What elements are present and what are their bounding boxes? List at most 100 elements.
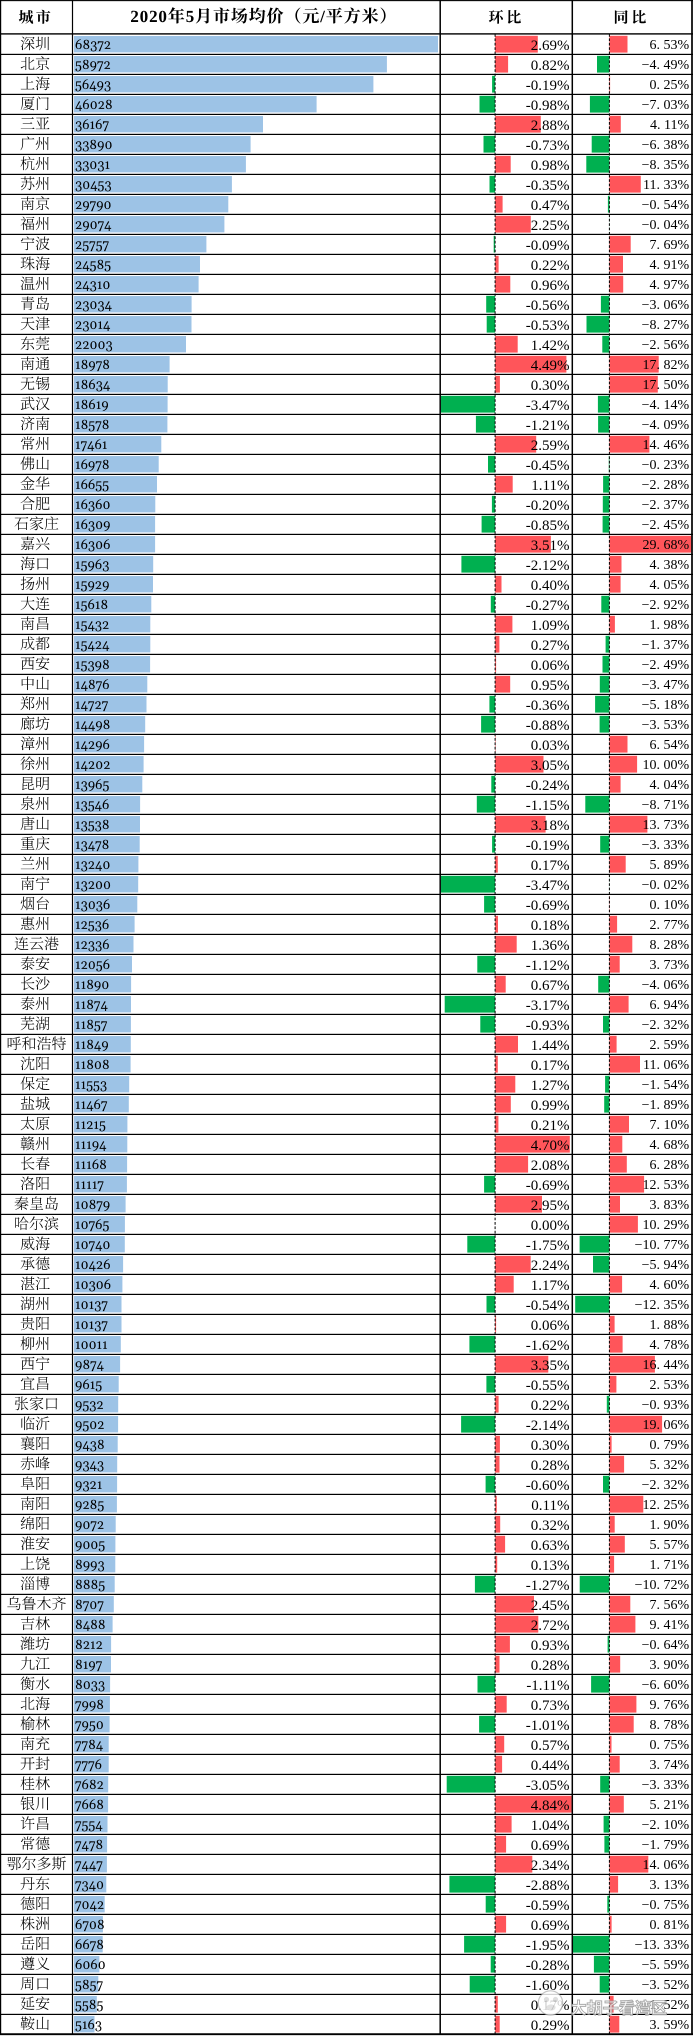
svg-text:0.82%: 0.82% — [531, 58, 570, 74]
svg-text:1.27%: 1.27% — [531, 1078, 570, 1094]
svg-text:-1.62%: -1.62% — [526, 1338, 570, 1354]
svg-text:-0.85%: -0.85% — [526, 518, 570, 534]
svg-text:0.44%: 0.44% — [531, 1758, 570, 1774]
svg-text:−4. 06%: −4. 06% — [642, 978, 690, 993]
svg-text:-1.21%: -1.21% — [526, 418, 570, 434]
svg-text:4. 05%: 4. 05% — [650, 578, 690, 593]
svg-text:5. 57%: 5. 57% — [650, 1538, 690, 1553]
svg-text:0.06%: 0.06% — [531, 658, 570, 674]
svg-text:3. 59%: 3. 59% — [650, 2018, 690, 2033]
svg-text:0.96%: 0.96% — [531, 278, 570, 294]
svg-text:2.34%: 2.34% — [531, 1858, 570, 1874]
svg-text:3.51%: 3.51% — [531, 538, 570, 554]
svg-text:−3. 33%: −3. 33% — [642, 838, 690, 853]
svg-text:-0.88%: -0.88% — [526, 718, 570, 734]
svg-text:1.44%: 1.44% — [531, 1038, 570, 1054]
svg-text:2.08%: 2.08% — [531, 1158, 570, 1174]
svg-text:19. 06%: 19. 06% — [643, 1418, 690, 1433]
svg-text:1.09%: 1.09% — [531, 618, 570, 634]
svg-text:−2. 28%: −2. 28% — [642, 478, 690, 493]
svg-text:0.17%: 0.17% — [531, 1058, 570, 1074]
svg-text:−2. 45%: −2. 45% — [642, 518, 690, 533]
svg-text:-1.95%: -1.95% — [526, 1938, 570, 1954]
svg-text:-0.19%: -0.19% — [526, 838, 570, 854]
svg-text:12. 53%: 12. 53% — [643, 1178, 690, 1193]
svg-text:0.27%: 0.27% — [531, 638, 570, 654]
svg-text:4. 11%: 4. 11% — [650, 118, 689, 133]
svg-text:−5. 94%: −5. 94% — [642, 1258, 690, 1273]
svg-text:8. 28%: 8. 28% — [650, 938, 690, 953]
svg-text:0.17%: 0.17% — [531, 858, 570, 874]
svg-text:14. 06%: 14. 06% — [643, 1858, 690, 1873]
svg-text:−0. 23%: −0. 23% — [642, 458, 690, 473]
svg-text:-0.93%: -0.93% — [526, 1018, 570, 1034]
svg-text:3.35%: 3.35% — [531, 1358, 570, 1374]
svg-text:2. 53%: 2. 53% — [650, 1378, 690, 1393]
svg-text:0.30%: 0.30% — [531, 378, 570, 394]
svg-text:0.99%: 0.99% — [531, 1098, 570, 1114]
svg-text:2.24%: 2.24% — [531, 1258, 570, 1274]
svg-text:-0.69%: -0.69% — [526, 898, 570, 914]
svg-text:−3. 47%: −3. 47% — [642, 678, 690, 693]
svg-text:5. 32%: 5. 32% — [650, 1458, 690, 1473]
svg-text:4. 60%: 4. 60% — [650, 1278, 690, 1293]
svg-text:-0.09%: -0.09% — [526, 238, 570, 254]
svg-text:-2.88%: -2.88% — [526, 1878, 570, 1894]
svg-text:−0. 75%: −0. 75% — [642, 1898, 690, 1913]
svg-text:0. 25%: 0. 25% — [650, 78, 690, 93]
svg-text:1. 98%: 1. 98% — [650, 618, 690, 633]
svg-text:1.11%: 1.11% — [531, 478, 569, 494]
svg-text:3. 13%: 3. 13% — [650, 1878, 690, 1893]
svg-text:9. 76%: 9. 76% — [650, 1698, 690, 1713]
svg-text:-2.14%: -2.14% — [526, 1418, 570, 1434]
svg-text:6. 94%: 6. 94% — [650, 998, 690, 1013]
svg-text:3.18%: 3.18% — [531, 818, 570, 834]
svg-text:-0.19%: -0.19% — [526, 78, 570, 94]
svg-text:−12. 35%: −12. 35% — [635, 1298, 690, 1313]
svg-text:2.95%: 2.95% — [531, 1198, 570, 1214]
svg-text:−13. 33%: −13. 33% — [635, 1938, 690, 1953]
svg-text:0.63%: 0.63% — [531, 1538, 570, 1554]
svg-text:−2. 32%: −2. 32% — [642, 1478, 690, 1493]
svg-text:3. 73%: 3. 73% — [650, 958, 690, 973]
svg-text:-3.47%: -3.47% — [526, 878, 570, 894]
svg-text:17. 82%: 17. 82% — [643, 358, 690, 373]
svg-text:9. 41%: 9. 41% — [650, 1618, 690, 1633]
svg-text:−6. 38%: −6. 38% — [642, 138, 690, 153]
svg-text:-0.53%: -0.53% — [526, 318, 570, 334]
svg-text:1.17%: 1.17% — [531, 1278, 570, 1294]
svg-text:11. 33%: 11. 33% — [643, 178, 689, 193]
svg-text:−3. 06%: −3. 06% — [642, 298, 690, 313]
svg-text:2.59%: 2.59% — [531, 438, 570, 454]
svg-text:−10. 77%: −10. 77% — [635, 1238, 690, 1253]
svg-text:13. 73%: 13. 73% — [643, 818, 690, 833]
svg-text:2.45%: 2.45% — [531, 1598, 570, 1614]
svg-text:−1. 89%: −1. 89% — [642, 1098, 690, 1113]
svg-text:-0.36%: -0.36% — [526, 698, 570, 714]
svg-text:2. 77%: 2. 77% — [650, 918, 690, 933]
svg-text:−2. 32%: −2. 32% — [642, 1018, 690, 1033]
svg-text:-0.54%: -0.54% — [526, 1298, 570, 1314]
svg-text:−5. 18%: −5. 18% — [642, 698, 690, 713]
svg-text:0.21%: 0.21% — [531, 1118, 570, 1134]
svg-text:1.36%: 1.36% — [531, 938, 570, 954]
svg-text:-1.01%: -1.01% — [526, 1718, 570, 1734]
svg-text:-1.75%: -1.75% — [526, 1238, 570, 1254]
svg-text:0. 10%: 0. 10% — [650, 898, 690, 913]
svg-text:-0.73%: -0.73% — [526, 138, 570, 154]
svg-text:−4. 09%: −4. 09% — [642, 418, 690, 433]
svg-text:0.28%: 0.28% — [531, 1658, 570, 1674]
svg-text:−5. 59%: −5. 59% — [642, 1958, 690, 1973]
svg-text:0.00%: 0.00% — [531, 1218, 570, 1234]
svg-text:6. 28%: 6. 28% — [650, 1158, 690, 1173]
svg-text:0.18%: 0.18% — [531, 918, 570, 934]
svg-text:-2.12%: -2.12% — [526, 558, 570, 574]
svg-text:0.95%: 0.95% — [531, 678, 570, 694]
svg-text:0.22%: 0.22% — [531, 1398, 570, 1414]
svg-text:4. 97%: 4. 97% — [650, 278, 690, 293]
svg-text:−1. 37%: −1. 37% — [642, 638, 690, 653]
svg-text:-1.11%: -1.11% — [526, 1678, 569, 1694]
svg-text:16. 44%: 16. 44% — [643, 1358, 690, 1373]
svg-text:-0.60%: -0.60% — [526, 1478, 570, 1494]
svg-text:8. 78%: 8. 78% — [650, 1718, 690, 1733]
